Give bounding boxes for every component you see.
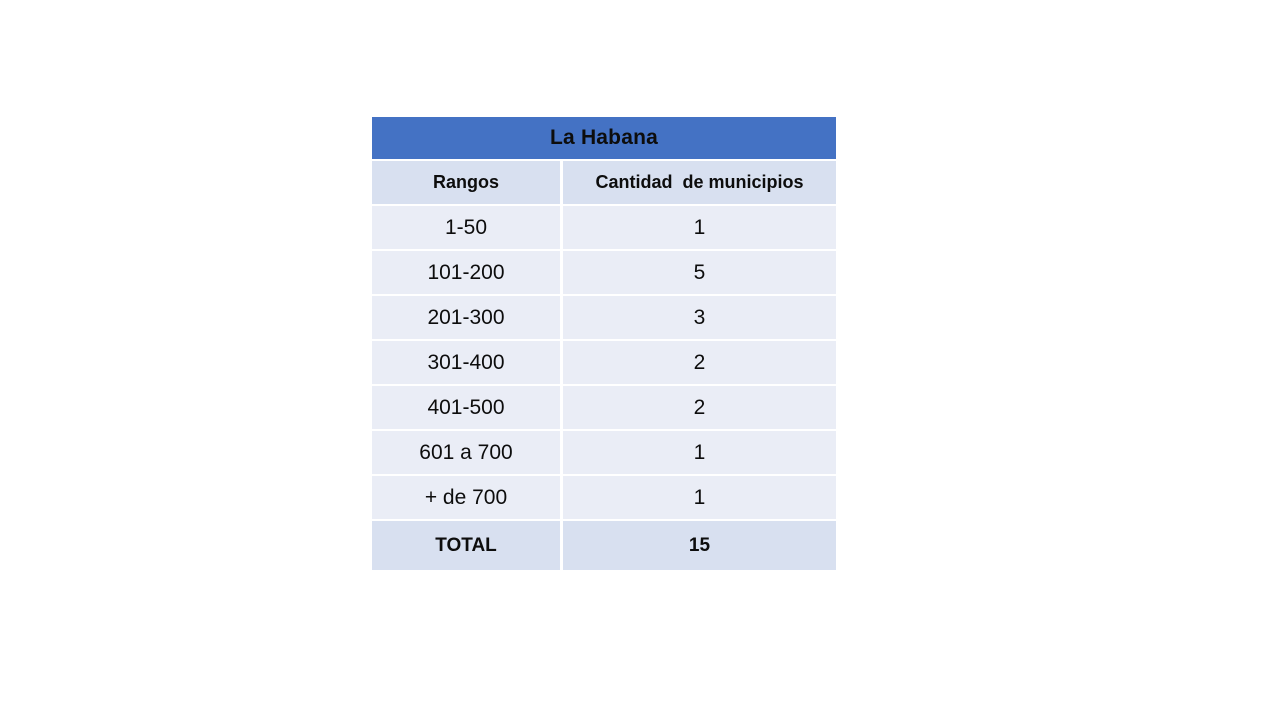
count-cell: 1 [693,485,706,509]
count-cell: 2 [693,350,706,374]
count-cell: 5 [693,260,706,284]
count-cell: 1 [693,440,706,464]
column-header-row: Rangos Cantidad de municipios [372,161,836,206]
table-row: 601 a 700 1 [372,431,836,476]
column-header-cantidad: Cantidad de municipios [595,172,804,192]
range-cell: 301-400 [372,341,563,384]
municipios-table: La Habana Rangos Cantidad de municipios … [372,117,836,570]
table-row: 201-300 3 [372,296,836,341]
table-row: 401-500 2 [372,386,836,431]
table-title-row: La Habana [372,117,836,161]
total-row: TOTAL 15 [372,521,836,570]
range-cell: 601 a 700 [372,431,563,474]
total-label-cell: TOTAL [372,521,563,570]
range-cell: 1-50 [372,206,563,249]
total-value-cell: 15 [688,534,711,556]
column-header-rangos: Rangos [372,161,563,204]
range-cell: 201-300 [372,296,563,339]
table-row: 301-400 2 [372,341,836,386]
count-cell: 2 [693,395,706,419]
table-row: 101-200 5 [372,251,836,296]
range-cell: 101-200 [372,251,563,294]
table-row: 1-50 1 [372,206,836,251]
count-cell: 3 [693,305,706,329]
range-cell: 401-500 [372,386,563,429]
table-row: + de 700 1 [372,476,836,521]
count-cell: 1 [693,215,706,239]
range-cell: + de 700 [372,476,563,519]
table-title: La Habana [550,126,658,149]
